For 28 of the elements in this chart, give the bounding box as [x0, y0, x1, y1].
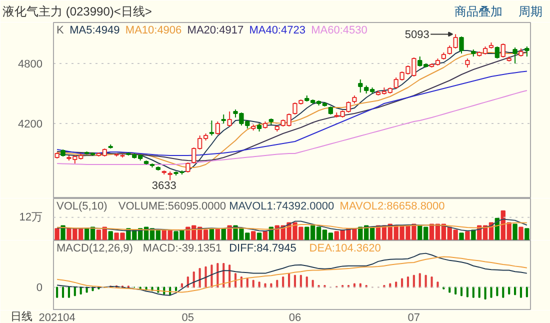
series-label: MAVOL1:74392.0000	[229, 200, 334, 212]
series-label: DEA:104.3620	[309, 242, 381, 254]
text: 5093	[404, 29, 430, 42]
x-axis-title: 日线	[10, 310, 32, 323]
chart-title: 液化气主力 (023990)<日线>	[2, 4, 152, 18]
ref-line-label: 0	[36, 282, 43, 294]
chart-subtitle: VOL(5,10)	[56, 200, 108, 212]
chart-subtitle: MACD(12,26,9)	[56, 242, 133, 254]
x-tick-label: 05	[182, 312, 194, 323]
text: MA60:4530	[311, 24, 368, 36]
x-tick-label: 06	[288, 312, 302, 323]
text: 3633	[152, 180, 176, 192]
text: MA10:4906	[125, 24, 182, 36]
text: MA40:4723	[249, 24, 306, 36]
text: 周期	[518, 4, 542, 18]
annotation: VOLUME:56095.0000	[118, 200, 226, 212]
series-label: DIFF:84.7945	[229, 242, 296, 254]
x-tick-label: 202104	[38, 312, 76, 323]
annotation: MACD:-39.1351	[142, 242, 222, 254]
x-tick-label: 07	[408, 312, 420, 323]
text: MA20:4917	[187, 24, 244, 36]
text: 商品叠加	[454, 4, 502, 18]
ref-line-label: 12万	[19, 211, 43, 224]
y-tick-label: 4800	[18, 58, 43, 70]
chart-subtitle: K	[56, 24, 64, 36]
text: MA5:4949	[70, 24, 120, 36]
series-label: MAVOL2:86658.8000	[340, 200, 445, 212]
y-tick-label: 4200	[18, 118, 43, 130]
